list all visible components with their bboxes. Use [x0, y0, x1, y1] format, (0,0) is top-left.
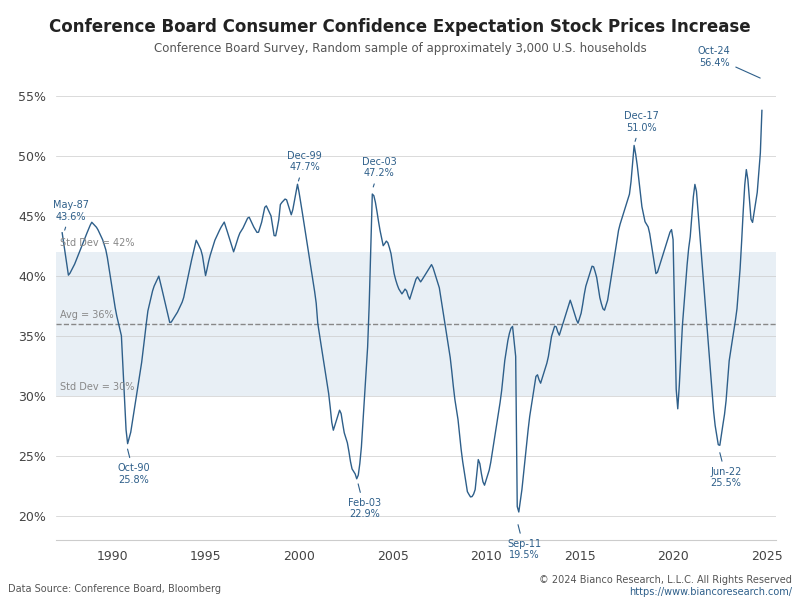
Text: Conference Board Survey, Random sample of approximately 3,000 U.S. households: Conference Board Survey, Random sample o… — [154, 42, 646, 55]
Text: Sep-11
19.5%: Sep-11 19.5% — [507, 524, 542, 560]
Text: Feb-03
22.9%: Feb-03 22.9% — [348, 484, 381, 520]
Text: https://www.biancoresearch.com/: https://www.biancoresearch.com/ — [629, 587, 792, 597]
Bar — [56, 252, 776, 396]
Text: © 2024 Bianco Research, L.L.C. All Rights Reserved: © 2024 Bianco Research, L.L.C. All Right… — [539, 575, 792, 585]
Text: Data Source: Conference Board, Bloomberg: Data Source: Conference Board, Bloomberg — [8, 584, 221, 594]
Text: Dec-03
47.2%: Dec-03 47.2% — [362, 157, 397, 187]
Text: Dec-99
47.7%: Dec-99 47.7% — [287, 151, 322, 181]
Text: Std Dev = 42%: Std Dev = 42% — [60, 238, 134, 248]
Text: Dec-17
51.0%: Dec-17 51.0% — [624, 111, 658, 142]
Text: Oct-90
25.8%: Oct-90 25.8% — [118, 449, 150, 485]
Text: Oct-24
56.4%: Oct-24 56.4% — [698, 46, 760, 78]
Text: May-87
43.6%: May-87 43.6% — [53, 200, 89, 230]
Text: Jun-22
25.5%: Jun-22 25.5% — [710, 452, 742, 488]
Text: Avg = 36%: Avg = 36% — [60, 310, 114, 320]
Text: Conference Board Consumer Confidence Expectation Stock Prices Increase: Conference Board Consumer Confidence Exp… — [49, 18, 751, 36]
Text: Std Dev = 30%: Std Dev = 30% — [60, 382, 134, 392]
